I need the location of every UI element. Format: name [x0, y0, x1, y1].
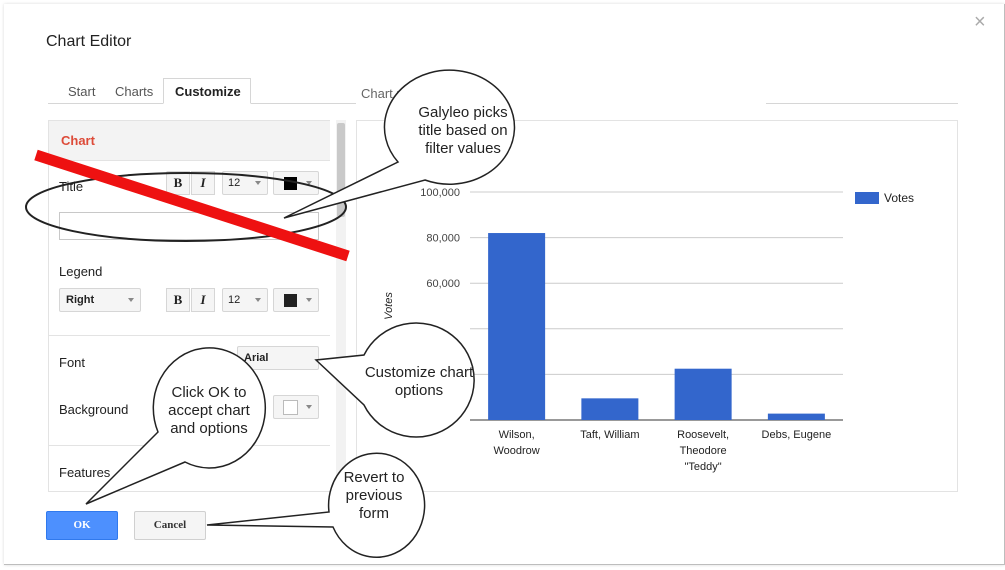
ok-callout-line-1: Click OK to — [171, 384, 246, 401]
y-tick-label: 80,000 — [426, 233, 460, 245]
ok-callout-line-2: accept chart — [168, 402, 251, 419]
tab-charts[interactable]: Charts — [115, 84, 154, 99]
tab-customize-label: Customize — [175, 84, 241, 99]
x-tick-label: Taft, William — [580, 429, 639, 441]
tab-customize[interactable]: Customize — [163, 78, 251, 104]
chevron-down-icon — [255, 181, 261, 185]
customize-callout-line-2: options — [395, 382, 443, 399]
x-tick-label: Wilson, — [499, 429, 535, 441]
x-tick-label: Debs, Eugene — [762, 429, 832, 441]
legend-color-picker[interactable] — [273, 288, 319, 312]
title-font-size-select[interactable]: 12 — [222, 171, 268, 195]
title-callout-line-2: title based on — [418, 122, 507, 139]
ok-callout-line-3: and options — [170, 420, 248, 437]
chart-preview-frame — [356, 120, 958, 492]
title-italic-button[interactable]: I — [191, 171, 215, 195]
section-divider — [48, 335, 330, 336]
tab-start[interactable]: Start — [68, 84, 96, 99]
preview-divider — [766, 103, 958, 104]
panel-scrollbar-track — [336, 120, 346, 492]
cancel-button[interactable]: Cancel — [134, 511, 206, 540]
title-font-size-value: 12 — [228, 177, 241, 189]
font-select[interactable]: Arial — [237, 346, 319, 370]
legend-position-select[interactable]: Right — [59, 288, 141, 312]
legend-font-size-value: 12 — [228, 294, 241, 306]
x-tick-label: Roosevelt, — [677, 429, 729, 441]
features-label: Features — [59, 465, 111, 480]
chevron-down-icon — [255, 298, 261, 302]
legend-position-value: Right — [66, 294, 95, 306]
bar — [767, 413, 825, 420]
customize-panel: Chart — [48, 120, 330, 492]
background-label: Background — [59, 402, 129, 417]
bar — [488, 233, 546, 420]
legend-label: Votes — [884, 191, 914, 205]
chevron-down-icon — [306, 181, 312, 185]
dialog-title: Chart Editor — [46, 33, 132, 50]
strike-through-line — [34, 149, 350, 262]
bar — [674, 368, 732, 420]
title-callout-line-1: Galyleo picks — [418, 104, 507, 121]
chevron-down-icon — [306, 405, 312, 409]
background-color-swatch — [283, 400, 298, 415]
revert-callout-bubble — [206, 452, 426, 558]
title-callout-bubble — [283, 69, 516, 219]
font-select-value: Arial — [244, 352, 269, 364]
font-label: Font — [59, 355, 86, 370]
chevron-down-icon — [128, 298, 134, 302]
legend-color-swatch — [284, 294, 297, 307]
y-tick-label: 60,000 — [426, 278, 460, 290]
x-tick-label: Theodore — [680, 445, 727, 457]
legend-swatch — [855, 192, 879, 204]
revert-callout-line-2: previous — [346, 487, 403, 504]
title-highlight-ellipse — [25, 172, 347, 242]
revert-callout-line-1: Revert to — [344, 469, 405, 486]
chart-section-heading: Chart — [61, 133, 95, 148]
close-icon[interactable]: × — [974, 11, 986, 33]
legend-bold-button[interactable]: B — [166, 288, 190, 312]
y-axis-label: Votes — [383, 292, 395, 320]
panel-scrollbar-thumb[interactable] — [337, 123, 345, 217]
bar — [581, 398, 639, 420]
legend-font-size-select[interactable]: 12 — [222, 288, 268, 312]
legend-italic-button[interactable]: I — [191, 288, 215, 312]
ok-callout-bubble — [85, 347, 267, 505]
chevron-down-icon — [306, 298, 312, 302]
x-tick-label: "Teddy" — [685, 461, 722, 473]
title-callout-line-3: filter values — [425, 140, 501, 157]
y-tick-label: 100,000 — [420, 187, 460, 199]
background-color-picker[interactable] — [273, 395, 319, 419]
legend-label: Legend — [59, 264, 103, 279]
ok-button[interactable]: OK — [46, 511, 118, 540]
customize-callout-bubble — [314, 322, 475, 438]
customize-callout-line-1: Customize chart — [365, 364, 474, 381]
revert-callout-line-3: form — [359, 505, 389, 522]
chart-section-header: Chart — [49, 121, 330, 161]
x-tick-label: Woodrow — [493, 445, 539, 457]
title-bold-button[interactable]: B — [166, 171, 190, 195]
